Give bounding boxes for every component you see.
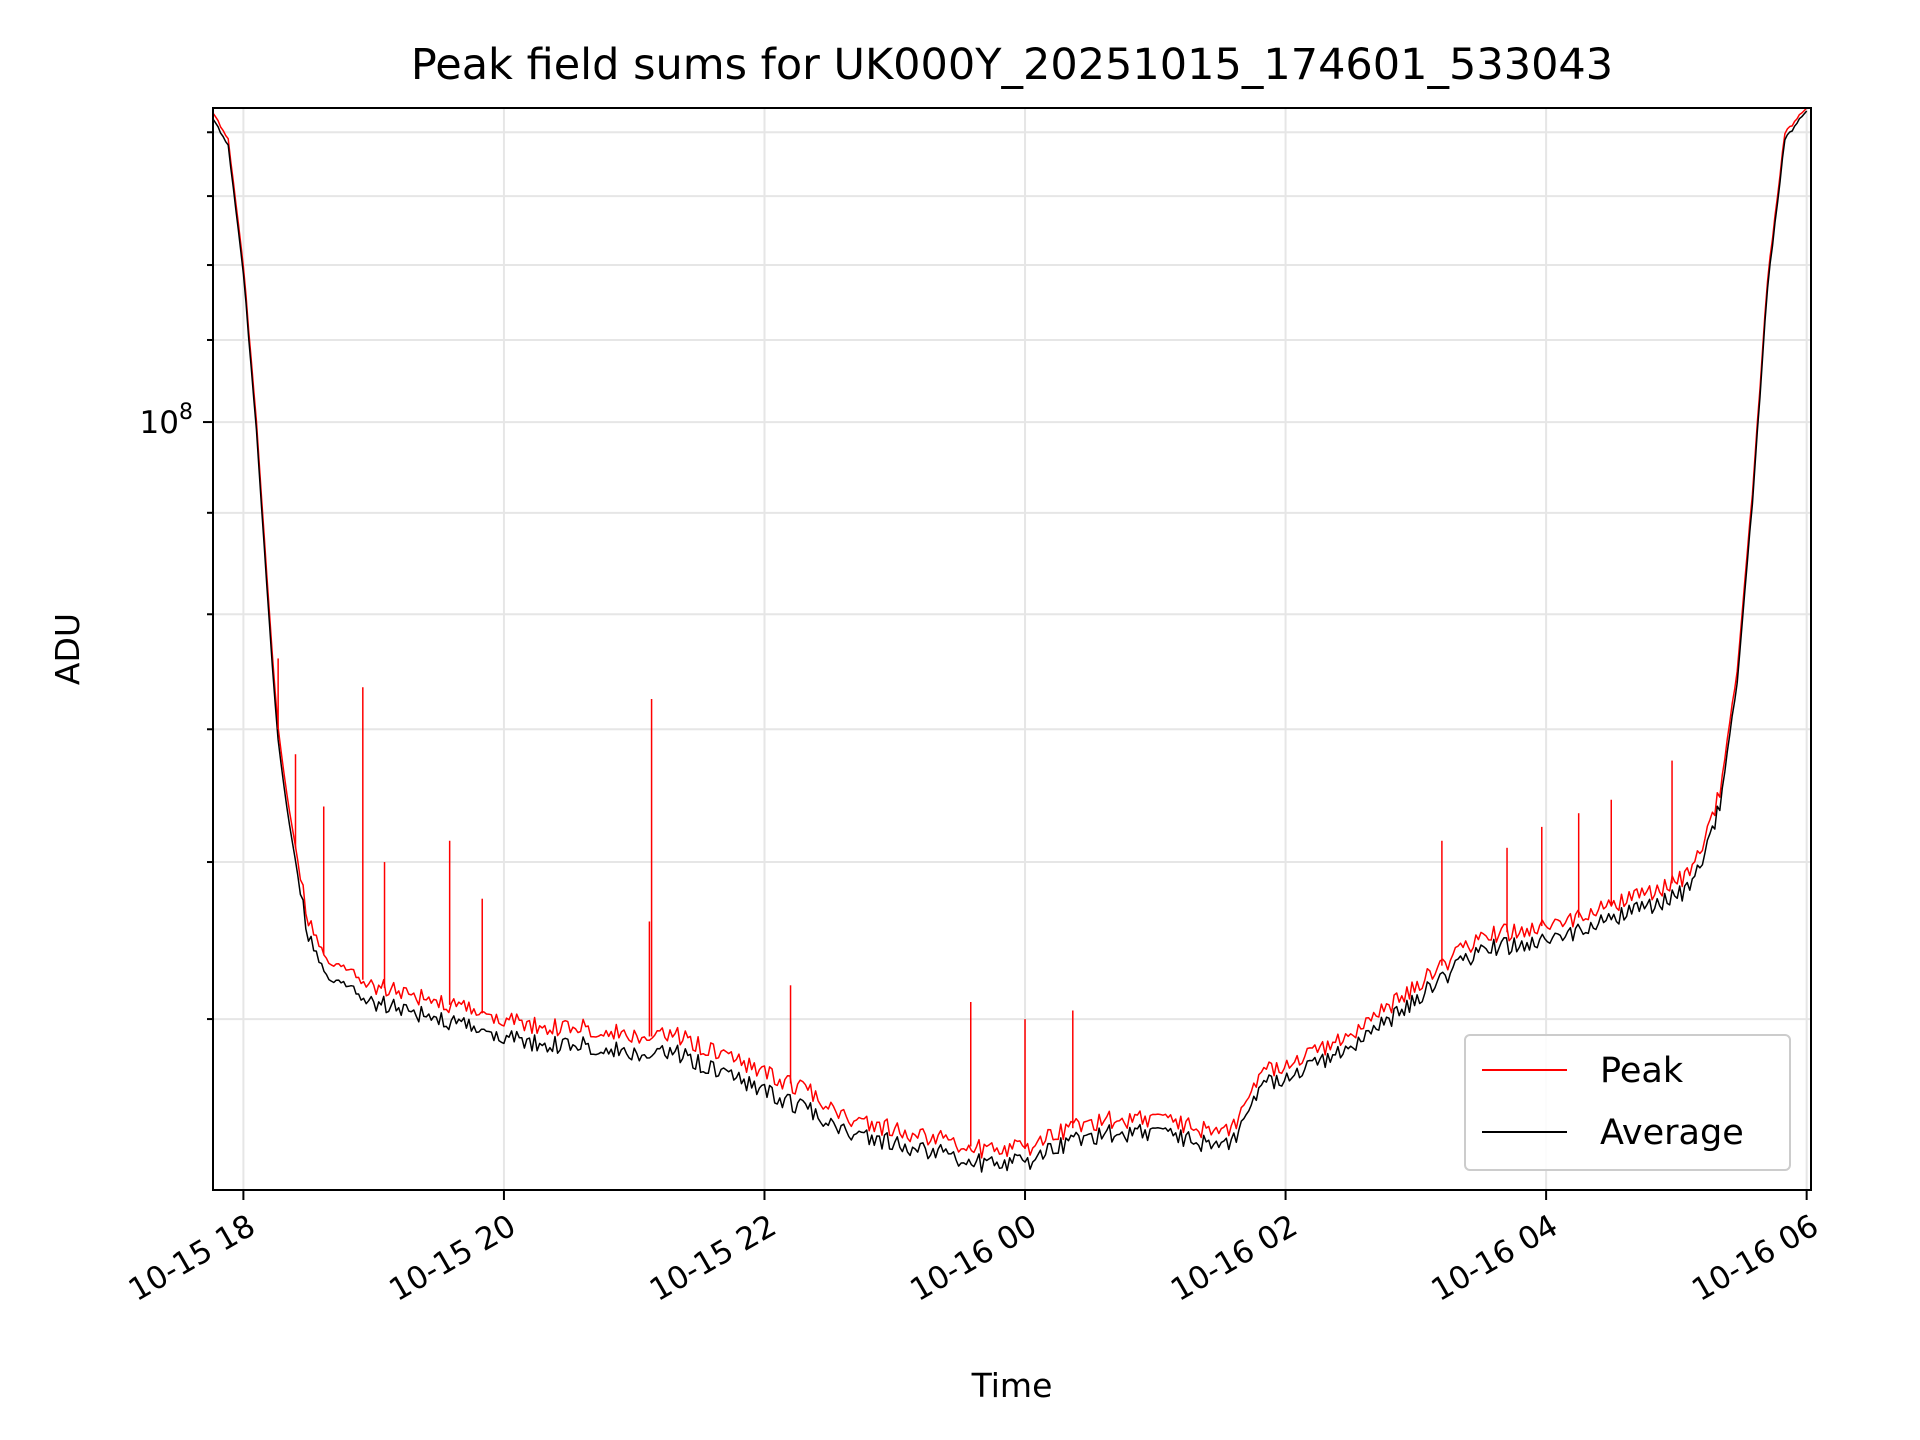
legend-label-peak: Peak (1600, 1051, 1684, 1091)
plot-area (212, 107, 1808, 1173)
series-line-average (212, 110, 1808, 1173)
legend-label-average: Average (1600, 1113, 1744, 1153)
axes-frame (212, 107, 1812, 1191)
legend: Peak Average (1464, 1034, 1791, 1171)
y-axis-title: ADU (48, 613, 87, 685)
legend-box (1464, 1034, 1791, 1171)
y-tick-label: 108 (140, 400, 193, 441)
series-line-peak (212, 107, 1808, 1159)
chart-title: Peak field sums for UK000Y_20251015_1746… (411, 40, 1613, 90)
x-axis-title: Time (971, 1366, 1053, 1405)
grid (213, 108, 1811, 1190)
